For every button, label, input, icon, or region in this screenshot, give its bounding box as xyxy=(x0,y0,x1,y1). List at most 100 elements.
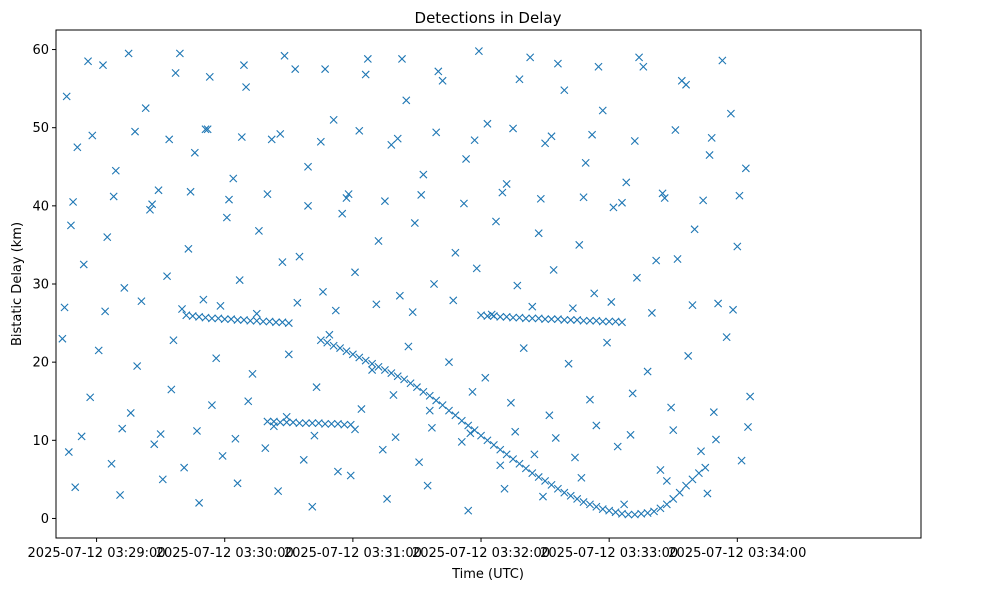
data-point xyxy=(534,473,543,482)
data-point xyxy=(506,398,515,407)
data-point xyxy=(304,201,313,210)
data-point xyxy=(312,383,321,392)
data-point xyxy=(423,481,432,490)
data-point xyxy=(195,498,204,507)
data-point xyxy=(342,194,351,203)
data-point xyxy=(617,198,626,207)
y-tick-label: 20 xyxy=(32,356,49,371)
data-point xyxy=(66,221,75,230)
data-point xyxy=(547,315,556,324)
data-point xyxy=(669,494,678,503)
data-point xyxy=(451,248,460,257)
x-tick-label: 2025-07-12 03:29:00 xyxy=(28,546,166,561)
data-point xyxy=(438,76,447,85)
data-point xyxy=(308,502,317,511)
data-point xyxy=(408,308,417,317)
data-point xyxy=(496,461,505,470)
data-point xyxy=(64,448,73,457)
data-point xyxy=(289,418,298,427)
data-point xyxy=(201,125,210,134)
data-point xyxy=(549,265,558,274)
data-point xyxy=(184,244,193,253)
data-point xyxy=(182,311,191,320)
data-point xyxy=(613,442,622,451)
data-point xyxy=(487,310,496,319)
data-point xyxy=(737,456,746,465)
data-point xyxy=(86,393,95,402)
data-point xyxy=(404,342,413,351)
data-point xyxy=(393,134,402,143)
data-point xyxy=(722,333,731,342)
data-point xyxy=(229,174,238,183)
data-point xyxy=(588,130,597,139)
data-point xyxy=(611,508,620,517)
data-point xyxy=(417,190,426,199)
data-point xyxy=(701,463,710,472)
data-point xyxy=(573,494,582,503)
data-point xyxy=(395,291,404,300)
data-point xyxy=(547,480,556,489)
data-point xyxy=(220,315,229,324)
data-point xyxy=(192,426,201,435)
data-point xyxy=(741,164,750,173)
data-point xyxy=(729,305,738,314)
data-point xyxy=(79,260,88,269)
data-point xyxy=(225,195,233,204)
data-point xyxy=(568,304,577,313)
data-point xyxy=(271,318,280,327)
data-point xyxy=(459,199,468,208)
data-point xyxy=(336,344,345,353)
data-point xyxy=(316,336,325,345)
data-point xyxy=(585,316,594,325)
data-point xyxy=(746,392,755,401)
data-point xyxy=(126,408,135,417)
data-point xyxy=(169,336,178,345)
data-point xyxy=(624,510,633,519)
data-point xyxy=(167,385,176,394)
data-point xyxy=(579,193,588,202)
plot-frame xyxy=(55,29,922,539)
data-point xyxy=(528,469,537,478)
y-axis-label: Bistatic Delay (km) xyxy=(10,222,25,346)
data-point xyxy=(389,390,398,399)
x-tick-label: 2025-07-12 03:30:00 xyxy=(156,546,294,561)
data-point xyxy=(199,295,208,304)
data-point xyxy=(667,403,676,412)
data-point xyxy=(284,350,293,359)
data-point xyxy=(374,362,383,371)
data-point xyxy=(545,411,554,420)
data-point xyxy=(410,219,419,228)
data-point xyxy=(235,276,244,285)
data-point xyxy=(310,431,319,440)
data-point xyxy=(163,272,172,281)
data-point xyxy=(603,338,612,347)
data-point xyxy=(498,188,507,197)
data-point xyxy=(639,62,648,71)
data-point xyxy=(321,419,330,428)
data-point xyxy=(148,200,157,209)
data-point xyxy=(684,351,693,360)
data-point xyxy=(295,252,304,261)
data-point xyxy=(186,187,195,196)
data-point xyxy=(509,124,518,133)
data-point xyxy=(156,430,165,439)
data-point xyxy=(658,189,667,198)
data-point xyxy=(205,72,214,81)
data-point xyxy=(103,233,112,242)
data-point xyxy=(530,450,539,459)
data-point xyxy=(372,300,381,309)
data-point xyxy=(483,119,492,128)
data-point xyxy=(393,372,402,381)
data-point xyxy=(88,131,97,140)
data-point xyxy=(387,369,396,378)
data-point xyxy=(573,315,582,324)
data-point xyxy=(145,205,154,214)
data-point xyxy=(278,258,287,267)
data-point xyxy=(118,424,127,433)
data-point xyxy=(331,306,340,315)
data-point xyxy=(705,151,714,160)
data-point xyxy=(363,54,372,63)
y-tick-label: 0 xyxy=(41,512,49,527)
data-point xyxy=(201,313,210,322)
data-point xyxy=(239,315,248,324)
